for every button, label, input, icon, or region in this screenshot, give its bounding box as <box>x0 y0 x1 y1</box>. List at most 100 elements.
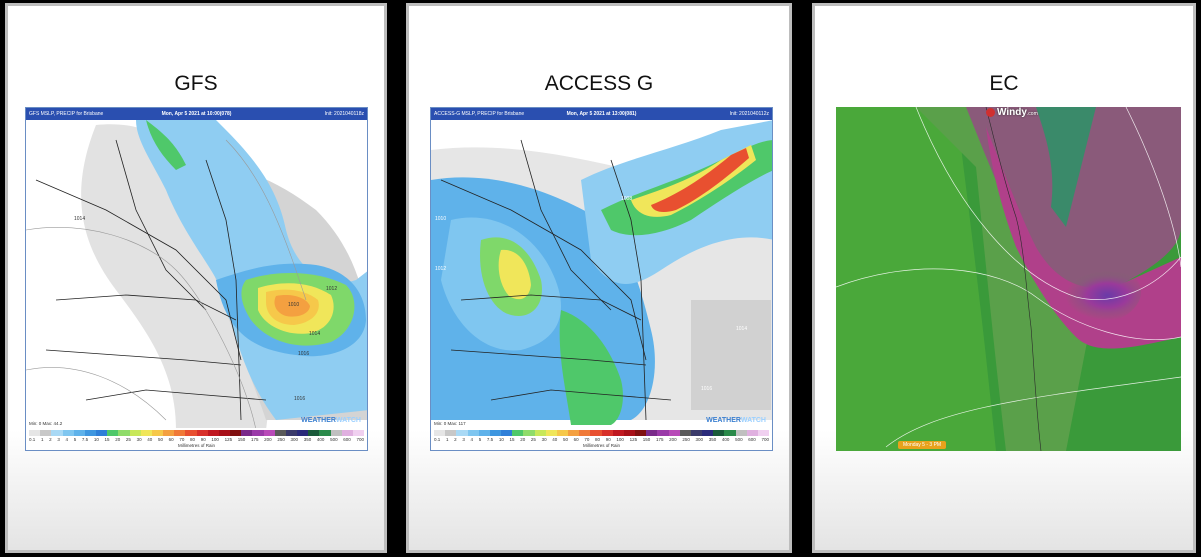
legend-swatch <box>568 430 580 436</box>
legend-swatch <box>434 430 446 436</box>
legend-tick: 500 <box>330 437 338 442</box>
legend-swatch <box>467 430 479 436</box>
panel-title-gfs: GFS <box>174 72 218 95</box>
legend-tick: 350 <box>708 437 717 442</box>
legend-swatch <box>174 430 186 436</box>
legend-swatch <box>308 430 320 436</box>
legend-swatch <box>151 430 164 436</box>
legend-swatch <box>623 430 636 436</box>
access-header-center: Mon, Apr 5 2021 at 13:00(081) <box>566 111 637 117</box>
legend-swatch <box>330 430 342 436</box>
legend-swatch <box>478 430 490 436</box>
legend-swatch <box>297 430 309 436</box>
gfs-map: GFS MSLP, PRECIP for Brisbane Mon, Apr 5… <box>25 107 368 451</box>
weatherwatch-logo: WEATHERWATCH <box>301 417 361 424</box>
ec-wind-map <box>836 107 1181 451</box>
legend-tick: 500 <box>735 437 743 442</box>
legend-tick: 175 <box>250 437 259 442</box>
legend-swatch <box>29 430 41 436</box>
access-header-left: ACCESS-G MSLP, PRECIP for Brisbane <box>434 111 525 117</box>
legend-tick: 70 <box>584 437 590 442</box>
legend-swatch <box>445 430 457 436</box>
legend-tick: 100 <box>616 437 624 442</box>
legend-swatch <box>84 430 97 436</box>
legend-tick: 1 <box>445 437 449 442</box>
panel-title-access-g: ACCESS G <box>544 72 654 95</box>
access-legend-bar <box>434 430 770 436</box>
legend-swatch <box>241 430 253 436</box>
legend-tick: 100 <box>211 437 219 442</box>
legend-tick: 400 <box>316 437 325 442</box>
legend-tick: 700 <box>761 437 769 442</box>
legend-swatch <box>140 430 152 436</box>
legend-swatch <box>352 430 365 436</box>
legend-swatch <box>612 430 624 436</box>
panel-title-ec: EC <box>989 72 1019 95</box>
legend-swatch <box>646 430 658 436</box>
legend-swatch <box>163 430 175 436</box>
windy-icon <box>986 107 995 117</box>
svg-text:1014: 1014 <box>309 331 320 337</box>
gfs-legend-ticks: 0.1 1 2 3 4 5 7.5 10 15 20 25 30 40 50 60 70 80 90 100 125 1… <box>29 437 364 442</box>
legend-tick: 300 <box>290 437 299 442</box>
legend-tick: 0.1 <box>434 437 441 442</box>
legend-tick: 50 <box>157 437 163 442</box>
legend-tick: 600 <box>343 437 351 442</box>
legend-swatch <box>51 430 63 436</box>
access-legend-ticks: 0.1 1 2 3 4 5 7.5 10 15 20 25 30 40 50 60 70 80 90 100 125 1… <box>434 437 769 442</box>
svg-text:1016: 1016 <box>701 386 712 392</box>
svg-text:1012: 1012 <box>435 266 446 272</box>
ec-map: Windy.com Monday 5 - 3 PM <box>836 107 1181 451</box>
legend-swatch <box>579 430 591 436</box>
gfs-legend-bar <box>29 430 365 436</box>
legend-tick: 5 <box>73 437 77 442</box>
legend-swatch <box>489 430 502 436</box>
gfs-rain-map: 1012 1010 1014 1016 1014 1016 <box>26 120 367 430</box>
legend-tick: 250 <box>277 437 285 442</box>
legend-swatch <box>534 430 546 436</box>
legend-swatch <box>185 430 197 436</box>
legend-swatch <box>556 430 569 436</box>
legend-tick: 90 <box>605 437 611 442</box>
legend-tick: 0.1 <box>29 437 36 442</box>
legend-tick: 2 <box>49 437 52 442</box>
legend-swatch <box>668 430 680 436</box>
gfs-legend: 0.1 1 2 3 4 5 7.5 10 15 20 25 30 40 50 60 70 80 90 100 125 1… <box>26 428 367 450</box>
legend-swatch <box>523 430 535 436</box>
legend-swatch <box>735 430 747 436</box>
legend-tick: 15 <box>509 437 515 442</box>
legend-tick: 400 <box>721 437 730 442</box>
legend-swatch <box>746 430 758 436</box>
legend-tick: 125 <box>629 437 638 442</box>
legend-tick: 3 <box>462 437 465 442</box>
legend-tick: 25 <box>125 437 131 442</box>
legend-swatch <box>129 430 141 436</box>
legend-tick: 20 <box>115 437 121 442</box>
legend-swatch <box>218 430 231 436</box>
legend-swatch <box>635 430 647 436</box>
legend-tick: 90 <box>200 437 206 442</box>
access-header-right: Init: 2021040112z <box>729 111 769 117</box>
legend-swatch <box>319 430 331 436</box>
legend-swatch <box>285 430 298 436</box>
svg-text:1012: 1012 <box>326 286 337 292</box>
legend-tick: 10 <box>498 437 504 442</box>
legend-swatch <box>601 430 613 436</box>
windy-time-badge: Monday 5 - 3 PM <box>898 441 947 449</box>
legend-tick: 2 <box>454 437 457 442</box>
legend-tick: 175 <box>655 437 664 442</box>
legend-tick: 4 <box>470 437 474 442</box>
legend-tick: 200 <box>264 437 272 442</box>
windy-logo: Windy.com <box>986 107 1038 118</box>
legend-swatch <box>96 430 108 436</box>
legend-tick: 600 <box>748 437 756 442</box>
access-legend-unit: Millimetres of Rain <box>582 443 620 448</box>
legend-tick: 300 <box>695 437 704 442</box>
legend-tick: 60 <box>168 437 174 442</box>
legend-tick: 40 <box>147 437 153 442</box>
access-rain-map: 1010 1012 1008 1016 1014 <box>431 120 772 430</box>
legend-swatch <box>62 430 74 436</box>
legend-swatch <box>274 430 286 436</box>
svg-text:1014: 1014 <box>74 216 85 222</box>
legend-swatch <box>702 430 714 436</box>
